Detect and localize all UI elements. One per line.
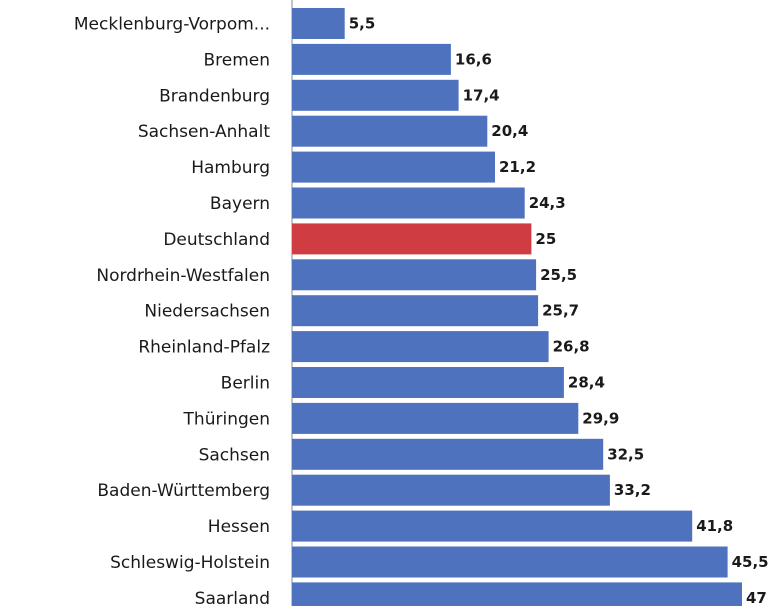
value-label: 32,5 xyxy=(607,445,644,463)
bar xyxy=(292,367,564,398)
bar xyxy=(292,546,728,578)
category-label: Brandenburg xyxy=(159,86,270,106)
category-label: Hessen xyxy=(208,517,270,537)
bar xyxy=(292,43,451,75)
category-label: Bayern xyxy=(210,194,270,214)
value-label: 20,4 xyxy=(491,122,528,140)
category-label: Thüringen xyxy=(183,409,270,429)
value-label: 25,7 xyxy=(542,302,579,320)
bar xyxy=(292,259,537,291)
bar xyxy=(292,295,539,327)
bar-highlight xyxy=(292,223,532,255)
bar xyxy=(292,582,742,611)
bar xyxy=(292,187,525,219)
category-label: Sachsen-Anhalt xyxy=(138,122,270,142)
value-label: 29,9 xyxy=(582,409,619,427)
value-label: 25 xyxy=(535,230,556,248)
bar xyxy=(292,115,488,147)
category-label: Nordrhein-Westfalen xyxy=(96,266,270,286)
value-label: 5,5 xyxy=(349,15,376,33)
category-label: Rheinland-Pfalz xyxy=(138,338,270,358)
category-label: Deutschland xyxy=(163,230,270,250)
value-label: 21,2 xyxy=(499,158,536,176)
category-label: Baden-Württemberg xyxy=(97,481,270,501)
category-label: Bremen xyxy=(203,50,270,70)
value-label: 25,5 xyxy=(540,266,577,284)
value-label: 24,3 xyxy=(529,194,566,212)
category-label: Saarland xyxy=(195,589,270,606)
value-label: 17,4 xyxy=(463,86,500,104)
value-label: 16,6 xyxy=(455,50,492,68)
category-labels-group: Mecklenburg-Vorpom... Bremen Brandenburg Sa… xyxy=(74,15,270,609)
category-label: Niedersachsen xyxy=(144,302,270,322)
bar xyxy=(292,331,549,363)
value-label: 28,4 xyxy=(568,374,605,392)
bar xyxy=(292,474,610,506)
value-label: 45,5 xyxy=(732,553,769,571)
bars-group xyxy=(292,8,742,611)
value-label: 26,8 xyxy=(553,338,590,356)
value-label: 41,8 xyxy=(696,517,733,535)
bar xyxy=(292,79,459,111)
category-label: Hamburg xyxy=(191,158,270,178)
bar xyxy=(292,8,345,39)
category-label: Schleswig-Holstein xyxy=(110,553,270,573)
bar xyxy=(292,438,604,470)
bar xyxy=(292,151,495,183)
value-labels-group: 5,5 16,6 17,4 20,4 21,2 24,3 25 25,5 25,7 26,8 28,… xyxy=(349,15,769,607)
value-label: 47 xyxy=(746,589,767,606)
category-label: Sachsen xyxy=(199,445,270,465)
category-label: Berlin xyxy=(221,374,270,394)
bar xyxy=(292,402,579,434)
value-label: 33,2 xyxy=(614,481,651,499)
category-label: Mecklenburg-Vorpom... xyxy=(74,15,270,35)
bar xyxy=(292,510,693,542)
